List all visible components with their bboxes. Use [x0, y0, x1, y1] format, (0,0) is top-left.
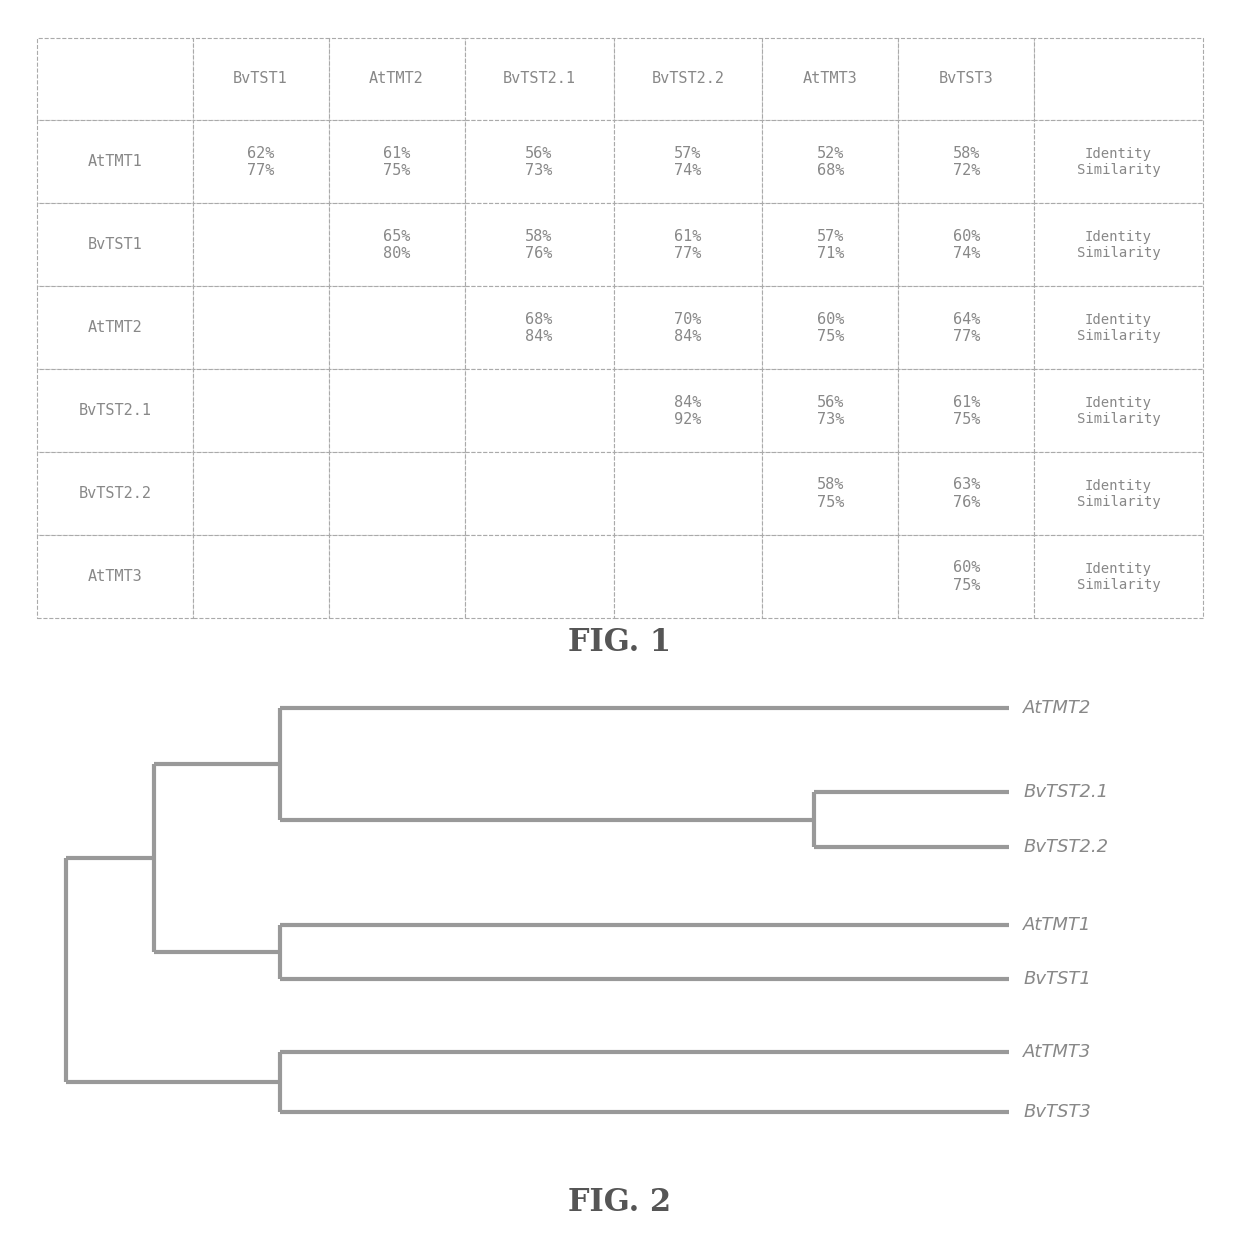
Text: AtTMT2: AtTMT2	[1023, 699, 1091, 717]
Text: BvTST2.1: BvTST2.1	[1023, 783, 1109, 802]
Text: BvTST1: BvTST1	[1023, 971, 1091, 988]
Text: FIG. 1: FIG. 1	[568, 627, 672, 658]
Text: BvTST2.2: BvTST2.2	[1023, 838, 1109, 856]
Text: AtTMT1: AtTMT1	[1023, 916, 1091, 934]
Text: FIG. 2: FIG. 2	[568, 1187, 672, 1217]
Text: BvTST3: BvTST3	[1023, 1103, 1091, 1121]
Text: AtTMT3: AtTMT3	[1023, 1042, 1091, 1061]
